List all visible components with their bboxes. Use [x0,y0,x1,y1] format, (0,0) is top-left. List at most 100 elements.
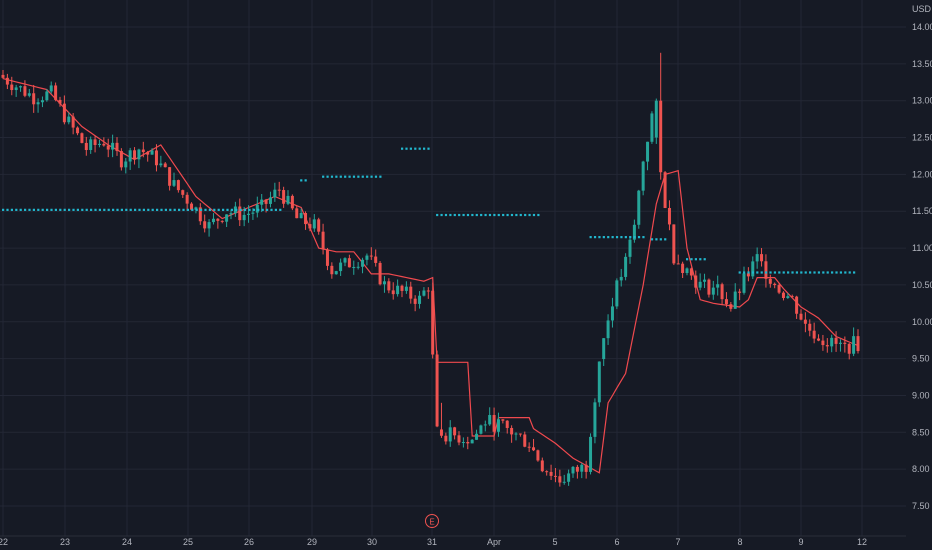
x-tick-label: 29 [307,537,317,547]
level-dot [751,271,755,274]
candle-body [19,86,23,88]
level-dot [686,258,689,261]
candle-body [159,163,163,166]
candle-body [67,116,71,123]
level-dot [778,271,781,274]
level-dot [10,208,13,211]
level-dot [453,213,456,217]
level-dot [480,213,483,217]
level-dot [405,147,408,150]
candle-body [834,337,838,344]
level-dot [524,213,527,217]
level-dot [637,236,641,239]
candle-body [707,279,711,295]
level-dot [502,213,505,217]
level-dot [462,213,465,217]
level-dot [244,208,247,211]
level-dot [300,179,303,182]
candle-body [558,476,562,483]
candle-body [435,354,439,427]
level-dot [787,271,790,274]
candle-body [141,149,145,153]
level-dot [85,208,88,211]
candles [1,52,860,487]
candle-body [768,278,772,284]
candle-body [343,258,347,263]
level-dot [98,208,101,211]
price-axis[interactable]: 14.00 13.50 13.00 12.50 12.00 11.50 11.00 10.50… [912,4,932,511]
candle-body [457,435,461,443]
x-tick-label: 5 [552,537,557,547]
candle-body [290,195,294,209]
level-dot [756,271,759,274]
candle-body [5,77,9,85]
candle-body [637,190,641,225]
candle-body [426,290,430,292]
level-dot [103,208,106,211]
line-series [2,78,859,474]
candle-body [115,142,119,152]
candle-body [365,255,369,260]
candle-body [799,313,803,320]
x-tick-label: 22 [0,537,8,547]
level-dot [357,175,360,178]
level-dot [835,271,838,274]
candle-body [102,143,106,146]
level-dot [809,271,812,274]
candle-body [821,340,825,346]
level-dot [844,271,847,274]
level-dot [28,208,31,211]
candle-body [847,343,851,354]
level-dot [738,271,741,274]
level-dot [664,238,667,241]
level-dot [344,175,347,178]
candle-body [1,74,5,78]
level-dot [222,208,225,211]
candle-body [198,207,202,222]
candle-body [150,150,154,155]
level-dot [642,236,645,239]
level-dot [151,208,154,211]
level-dot [611,236,614,239]
candle-body [698,281,702,288]
level-dot [120,208,123,211]
level-dot [46,208,49,211]
level-dot [37,208,40,211]
level-dot [537,213,540,217]
candle-body [93,139,97,145]
level-dot [471,213,474,217]
candle-body [444,435,448,442]
candle-body [238,206,242,221]
candle-body [773,283,777,286]
candle-body [593,402,597,437]
candle-body [838,342,842,344]
y-tick-label: 8.00 [912,464,930,474]
level-dot [624,236,627,239]
candle-body [27,93,31,96]
level-dot [90,208,93,211]
candle-body [396,285,400,295]
candle-body [137,149,141,160]
candle-body [282,190,286,204]
candle-body [339,262,343,272]
moving-average-line [2,78,859,474]
candle-body [431,290,435,355]
level-dot [134,208,137,211]
candle-body [378,262,382,285]
candle-body [724,299,728,305]
x-tick-label: 26 [244,537,254,547]
earnings-marker[interactable] [425,514,439,528]
level-dot [235,208,238,211]
candle-body [689,268,693,276]
level-dot [747,271,750,274]
candle-body [330,265,334,275]
x-tick-label: 25 [183,537,193,547]
time-axis[interactable]: 22 23 24 25 26 29 30 31 Apr 5 6 7 8 9 12 E [0,514,867,548]
level-dot [427,147,430,150]
level-dot [279,208,282,211]
candle-body [163,163,167,168]
x-tick-label: 31 [427,537,437,547]
x-tick-label: Apr [487,537,501,547]
